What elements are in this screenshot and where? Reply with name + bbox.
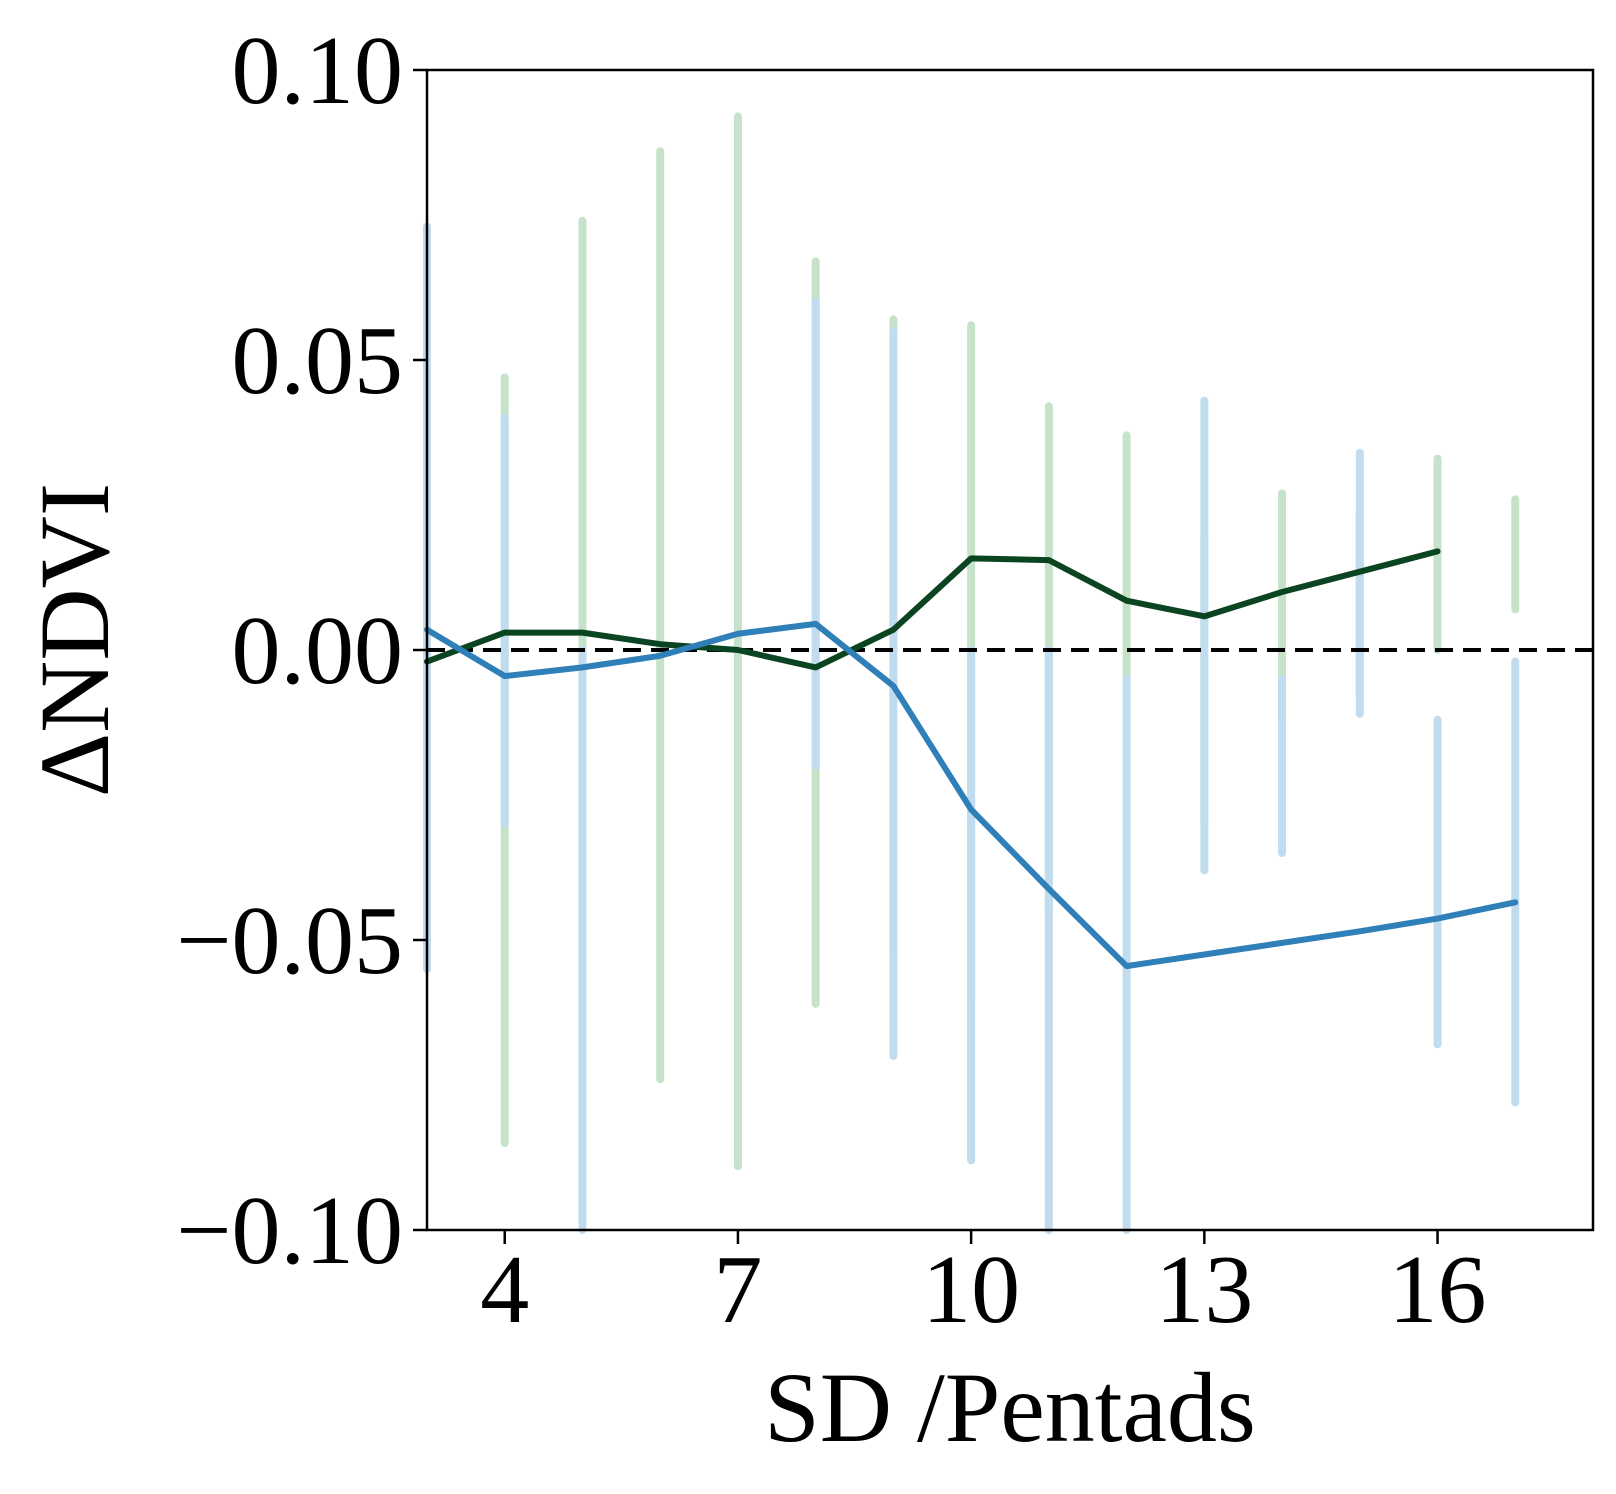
series-line-2 [424, 620, 1519, 970]
x-tick-label: 7 [713, 1236, 762, 1344]
x-tick-label: 16 [1389, 1236, 1487, 1344]
x-tick-label: 10 [922, 1236, 1020, 1344]
x-tick-label: 4 [480, 1236, 529, 1344]
axes-layer [413, 68, 1595, 1244]
series-line-1 [424, 548, 1441, 671]
x-tick-label: 13 [1155, 1236, 1253, 1344]
x-axis-label: SD /Pentads [764, 1352, 1256, 1463]
y-tick-label: −0.10 [176, 1177, 403, 1285]
y-tick-label: 0.00 [232, 597, 404, 705]
scatter-background-layer [423, 112, 1520, 1234]
y-tick-label: 0.10 [232, 17, 404, 125]
tick-labels-layer: 0.10 0.05 0.00 −0.05 −0.10 4 7 10 13 16 [176, 17, 1486, 1344]
y-tick-label: 0.05 [232, 307, 404, 415]
y-axis-label: ΔNDVI [19, 483, 130, 797]
y-tick-label: −0.05 [176, 887, 403, 995]
series-lines-layer [424, 548, 1519, 970]
